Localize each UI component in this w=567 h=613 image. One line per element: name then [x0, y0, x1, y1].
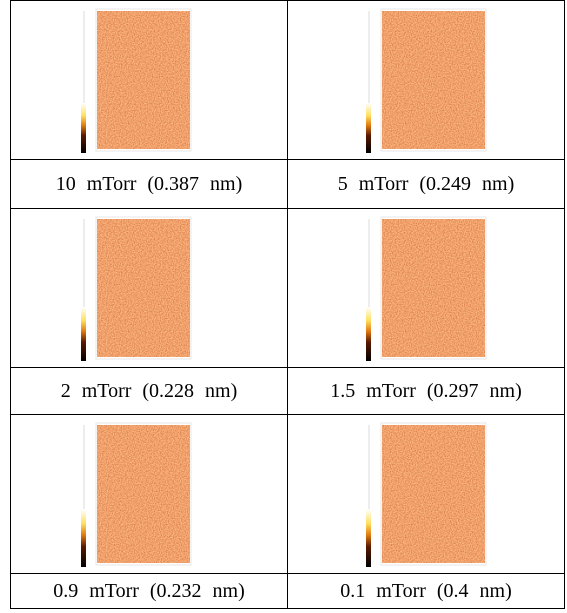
colorbar	[81, 307, 86, 361]
afm-image	[288, 415, 564, 573]
afm-surface	[382, 11, 485, 149]
caption: 5 mTorr (0.249 nm)	[288, 160, 565, 209]
caption: 0.1 mTorr (0.4 nm)	[288, 574, 565, 609]
image-row	[11, 415, 565, 574]
colorbar	[366, 103, 371, 153]
afm-surface	[382, 219, 485, 357]
caption: 2 mTorr (0.228 nm)	[11, 368, 288, 415]
caption-row: 0.9 mTorr (0.232 nm)0.1 mTorr (0.4 nm)	[11, 574, 565, 609]
afm-surface	[97, 219, 190, 357]
caption: 0.9 mTorr (0.232 nm)	[11, 574, 288, 609]
caption: 10 mTorr (0.387 nm)	[11, 160, 288, 209]
image-cell	[11, 1, 288, 160]
caption-row: 2 mTorr (0.228 nm)1.5 mTorr (0.297 nm)	[11, 368, 565, 415]
image-cell	[11, 209, 288, 368]
image-row	[11, 1, 565, 160]
image-cell	[288, 415, 565, 574]
caption: 1.5 mTorr (0.297 nm)	[288, 368, 565, 415]
image-cell	[11, 415, 288, 574]
image-row	[11, 209, 565, 368]
afm-image	[288, 1, 564, 159]
colorbar	[81, 103, 86, 153]
afm-image	[11, 1, 287, 159]
afm-surface	[97, 11, 190, 149]
afm-image	[11, 415, 287, 573]
afm-surface	[97, 425, 190, 563]
figure-table: 10 mTorr (0.387 nm)5 mTorr (0.249 nm) 2 m…	[10, 0, 565, 609]
caption-row: 10 mTorr (0.387 nm)5 mTorr (0.249 nm)	[11, 160, 565, 209]
colorbar	[81, 509, 86, 567]
page: 10 mTorr (0.387 nm)5 mTorr (0.249 nm) 2 m…	[0, 0, 567, 613]
colorbar	[366, 509, 371, 567]
afm-surface	[382, 425, 485, 563]
colorbar	[366, 307, 371, 361]
afm-image	[11, 209, 287, 367]
image-cell	[288, 209, 565, 368]
image-cell	[288, 1, 565, 160]
afm-image	[288, 209, 564, 367]
